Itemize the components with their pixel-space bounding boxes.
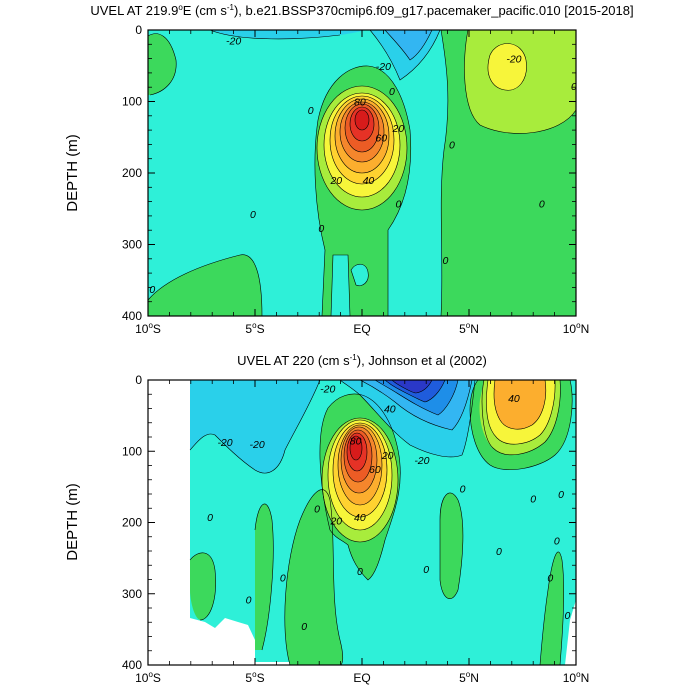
contour-lines bbox=[148, 30, 576, 316]
x-tick-label: 10oN bbox=[563, 321, 589, 336]
panel-model-uvel: UVEL AT 219.9oE (cm s-1), b.e21.BSSP370c… bbox=[64, 3, 634, 336]
panel-a-title: UVEL AT 219.9oE (cm s-1), b.e21.BSSP370c… bbox=[90, 3, 633, 18]
panel-a-contour-field: -20 -20 -20 0 0 80 60 20 40 20 0 0 0 0 0 0 0 0 bbox=[148, 30, 577, 316]
y-tick-label: 100 bbox=[122, 444, 142, 458]
contour-label: 0 bbox=[539, 199, 545, 211]
contour-label: 0 bbox=[547, 572, 553, 584]
contour-label: 60 bbox=[375, 132, 387, 144]
contour-label: 0 bbox=[389, 86, 395, 98]
contour-label: -20 bbox=[226, 36, 241, 48]
contour-label: 40 bbox=[363, 175, 375, 187]
y-tick-label: 400 bbox=[122, 658, 142, 672]
x-tick-label: EQ bbox=[353, 671, 370, 685]
x-tick-label: 5oS bbox=[245, 670, 264, 685]
fill-east-jet-40 bbox=[494, 380, 546, 430]
contour-label: 0 bbox=[149, 284, 155, 296]
fill-surface-westward-10 bbox=[210, 30, 370, 39]
contour-label: -20 bbox=[506, 54, 521, 66]
x-tick-label: 5oN bbox=[459, 321, 479, 336]
contour-label: 0 bbox=[280, 572, 286, 584]
contour-label: -20 bbox=[250, 439, 265, 451]
fill-surface-jet-negative-60 bbox=[392, 380, 432, 393]
fill-west-upper-negative-20 bbox=[190, 380, 320, 474]
contour-label: 0 bbox=[395, 199, 401, 211]
contour-label: 0 bbox=[301, 621, 307, 633]
y-tick-label: 100 bbox=[122, 95, 142, 109]
x-tick-label: 5oN bbox=[459, 670, 479, 685]
contour-label: 40 bbox=[354, 512, 366, 524]
x-tick-label: EQ bbox=[353, 322, 370, 336]
contour-label: 0 bbox=[443, 255, 449, 267]
fill-euc-80 bbox=[350, 436, 362, 460]
contour-lines bbox=[189, 380, 573, 665]
contour-label: 20 bbox=[392, 123, 405, 135]
panel-a-ylabel: DEPTH (m) bbox=[64, 134, 81, 212]
x-tick-label: 10oN bbox=[563, 670, 589, 685]
x-tick-label: 10oS bbox=[135, 321, 161, 336]
contour-label: 0 bbox=[357, 566, 363, 578]
contour-label: 40 bbox=[384, 404, 396, 416]
contour-label: 20 bbox=[329, 175, 342, 187]
fill-west-shallow-positive bbox=[148, 33, 177, 95]
contour-label: 0 bbox=[496, 546, 502, 558]
contour-label: -20 bbox=[320, 384, 335, 396]
contour-label: 0 bbox=[460, 483, 466, 495]
y-tick-label: 0 bbox=[135, 23, 142, 37]
fill-east-jet-core bbox=[487, 43, 527, 91]
panel-b-title: UVEL AT 220 (cm s-1), Johnson et al (200… bbox=[237, 353, 487, 368]
x-tick-label: 5oS bbox=[245, 321, 264, 336]
panel-a-contour-labels: -20 -20 -20 0 0 80 60 20 40 20 0 0 0 0 0 0 0 0 bbox=[149, 36, 577, 296]
contour-label: 0 bbox=[308, 105, 314, 117]
fill-euc-hole bbox=[351, 264, 369, 286]
y-tick-label: 300 bbox=[122, 587, 142, 601]
y-tick-label: 200 bbox=[122, 516, 142, 530]
y-tick-label: 300 bbox=[122, 238, 142, 252]
contour-label: 20 bbox=[329, 515, 342, 527]
x-tick-label: 10oS bbox=[135, 670, 161, 685]
fill-west-edge-positive bbox=[190, 552, 216, 620]
fill-central-south-positive bbox=[284, 489, 343, 665]
contour-label: 0 bbox=[449, 139, 455, 151]
contour-label: 0 bbox=[207, 512, 213, 524]
contour-label: 60 bbox=[369, 464, 381, 476]
contour-label: 80 bbox=[350, 436, 362, 448]
fill-east-mid-positive bbox=[440, 492, 463, 599]
contour-label: 0 bbox=[565, 610, 571, 622]
y-tick-label: 200 bbox=[122, 166, 142, 180]
fill-surface-westward-30 bbox=[385, 30, 432, 60]
contour-label: 40 bbox=[508, 393, 520, 405]
fill-euc-80 bbox=[355, 110, 369, 130]
contour-label: 20 bbox=[381, 450, 394, 462]
contour-label: 0 bbox=[314, 503, 320, 515]
contour-label: 0 bbox=[250, 209, 256, 221]
contour-label: 0 bbox=[554, 535, 560, 547]
y-tick-label: 0 bbox=[135, 373, 142, 387]
contour-label: 0 bbox=[318, 223, 324, 235]
contour-label: -20 bbox=[376, 61, 391, 73]
y-tick-label: 400 bbox=[122, 309, 142, 323]
contour-label: 0 bbox=[530, 493, 536, 505]
fill-euc-stem bbox=[331, 255, 350, 316]
fill-west-deep-positive bbox=[148, 254, 262, 316]
contour-label: -20 bbox=[414, 455, 429, 467]
contour-label: 0 bbox=[246, 594, 252, 606]
panel-b-ylabel: DEPTH (m) bbox=[64, 483, 81, 561]
contour-label: 0 bbox=[423, 564, 429, 576]
contour-label: 0 bbox=[571, 81, 577, 93]
panel-obs-uvel: UVEL AT 220 (cm s-1), Johnson et al (200… bbox=[64, 353, 589, 685]
contour-label: 80 bbox=[354, 97, 366, 109]
contour-label: -20 bbox=[217, 437, 232, 449]
fill-east-deep-positive bbox=[540, 551, 564, 665]
contour-label: 0 bbox=[558, 489, 564, 501]
